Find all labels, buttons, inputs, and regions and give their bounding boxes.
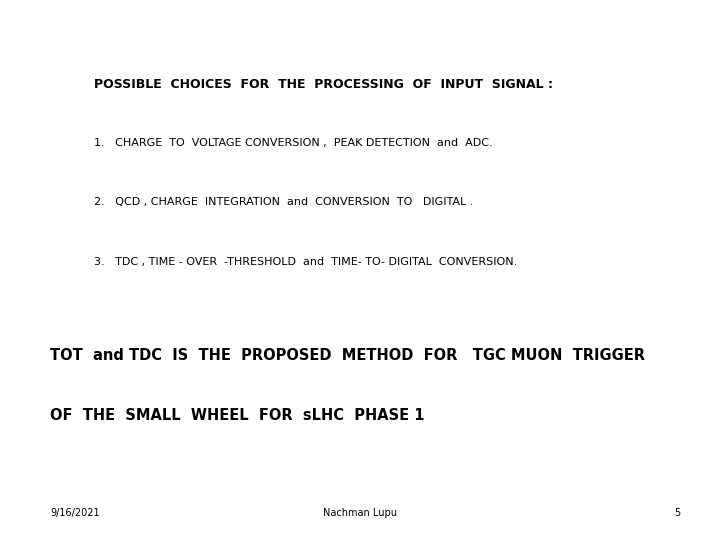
Text: 2.   QCD , CHARGE  INTEGRATION  and  CONVERSION  TO   DIGITAL .: 2. QCD , CHARGE INTEGRATION and CONVERSI… [94,197,473,207]
Text: 9/16/2021: 9/16/2021 [50,508,100,518]
Text: 3.   TDC , TIME - OVER  -THRESHOLD  and  TIME- TO- DIGITAL  CONVERSION.: 3. TDC , TIME - OVER -THRESHOLD and TIME… [94,256,517,267]
Text: 1.   CHARGE  TO  VOLTAGE CONVERSION ,  PEAK DETECTION  and  ADC.: 1. CHARGE TO VOLTAGE CONVERSION , PEAK D… [94,138,492,148]
Text: POSSIBLE  CHOICES  FOR  THE  PROCESSING  OF  INPUT  SIGNAL :: POSSIBLE CHOICES FOR THE PROCESSING OF I… [94,78,553,91]
Text: 5: 5 [674,508,680,518]
Text: Nachman Lupu: Nachman Lupu [323,508,397,518]
Text: OF  THE  SMALL  WHEEL  FOR  sLHC  PHASE 1: OF THE SMALL WHEEL FOR sLHC PHASE 1 [50,408,425,423]
Text: TOT  and TDC  IS  THE  PROPOSED  METHOD  FOR   TGC MUON  TRIGGER: TOT and TDC IS THE PROPOSED METHOD FOR T… [50,348,645,363]
